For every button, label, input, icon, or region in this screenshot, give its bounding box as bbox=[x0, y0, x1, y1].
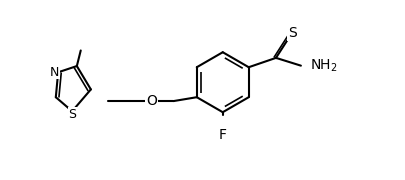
Text: N: N bbox=[49, 66, 59, 79]
Text: F: F bbox=[219, 128, 227, 142]
Text: S: S bbox=[68, 108, 76, 121]
Text: S: S bbox=[288, 26, 297, 40]
Text: NH$_2$: NH$_2$ bbox=[310, 57, 338, 74]
Text: O: O bbox=[146, 94, 157, 108]
